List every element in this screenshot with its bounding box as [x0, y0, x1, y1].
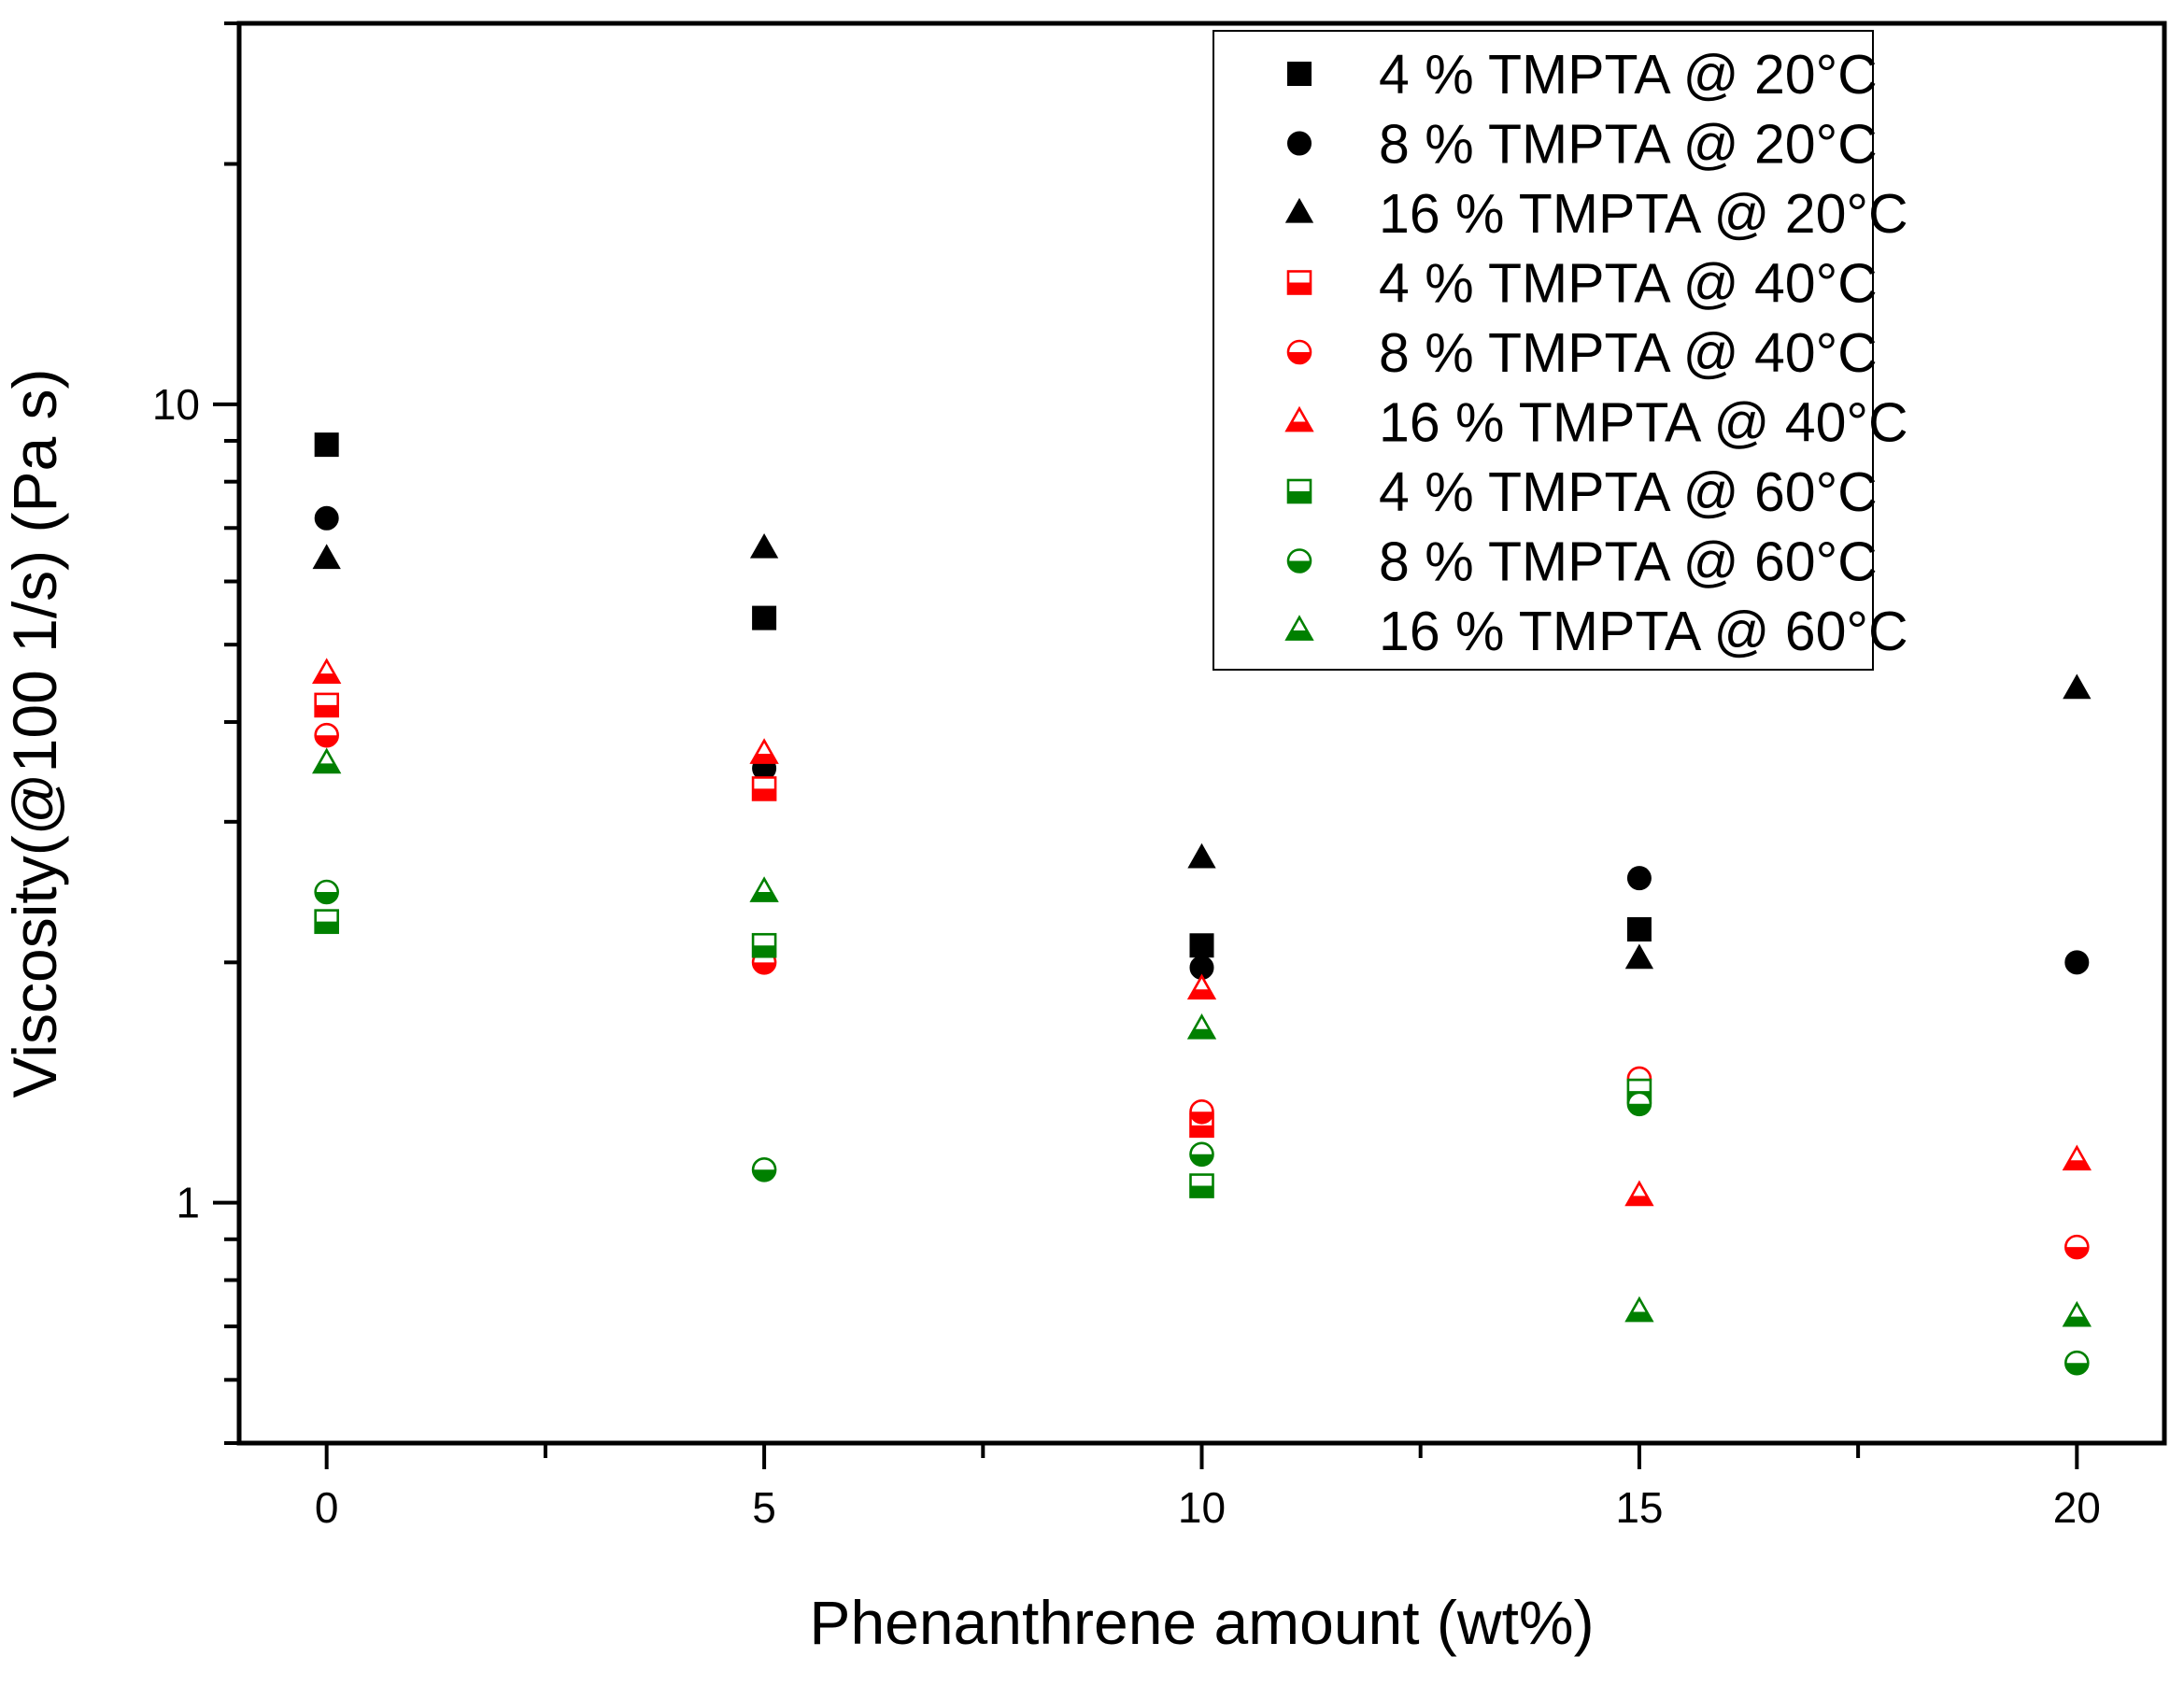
- data-point-series-3: [2063, 673, 2092, 700]
- data-point-series-8: [751, 1156, 777, 1182]
- x-tick-label: 0: [315, 1483, 339, 1532]
- legend-label: 8 % TMPTA @ 20°C: [1379, 114, 1878, 176]
- data-point-series-3: [312, 544, 341, 570]
- legend-label: 16 % TMPTA @ 40°C: [1379, 392, 1908, 454]
- legend-label: 16 % TMPTA @ 60°C: [1379, 601, 1908, 662]
- legend-label: 8 % TMPTA @ 60°C: [1379, 531, 1878, 593]
- x-tick-label: 15: [1615, 1483, 1663, 1532]
- data-point-series-5: [314, 722, 339, 748]
- data-point-series-7: [1189, 1173, 1214, 1198]
- data-point-series-1: [1626, 916, 1652, 942]
- y-axis-title: Viscosity(@100 1/s) (Pa s): [0, 368, 69, 1097]
- data-point-series-8: [1626, 1091, 1652, 1117]
- legend-marker: [1286, 478, 1312, 504]
- data-point-series-6: [2062, 1144, 2092, 1171]
- data-point-series-9: [749, 876, 779, 902]
- data-point-series-1: [752, 605, 777, 630]
- data-point-series-3: [1624, 943, 1654, 970]
- data-point-series-3: [1187, 842, 1216, 869]
- x-axis-title: Phenanthrene amount (wt%): [809, 1588, 1594, 1657]
- data-point-series-8: [1189, 1141, 1214, 1168]
- x-tick-label: 10: [1178, 1483, 1226, 1532]
- data-point-series-7: [751, 932, 777, 958]
- legend-label: 4 % TMPTA @ 60°C: [1379, 461, 1878, 523]
- legend-marker: [1284, 405, 1314, 432]
- legend-box: [1213, 30, 1874, 671]
- data-point-series-4: [751, 776, 777, 801]
- data-point-series-6: [1186, 973, 1217, 1000]
- axis-ticks: [213, 21, 2079, 1469]
- legend-marker: [1284, 197, 1314, 223]
- plot-marks: [312, 432, 2092, 1376]
- data-point-series-4: [314, 692, 339, 718]
- legend: 4 % TMPTA @ 20°C 8 % TMPTA @ 20°C 16 % TMP…: [1213, 30, 1908, 671]
- data-point-series-9: [1624, 1296, 1654, 1323]
- legend-marker: [1287, 131, 1312, 156]
- legend-label: 4 % TMPTA @ 20°C: [1379, 44, 1878, 106]
- y-tick-label: 1: [176, 1179, 200, 1227]
- data-point-series-8: [2064, 1350, 2090, 1376]
- data-point-series-2: [2064, 950, 2090, 975]
- data-point-series-9: [312, 747, 342, 774]
- y-tick-label: 10: [152, 380, 200, 429]
- data-point-series-2: [314, 505, 339, 531]
- data-point-series-3: [749, 532, 779, 559]
- data-point-series-5: [2064, 1234, 2090, 1260]
- legend-marker: [1284, 615, 1314, 641]
- data-point-series-9: [1186, 1012, 1217, 1040]
- legend-marker: [1286, 548, 1312, 573]
- legend-label: 4 % TMPTA @ 40°C: [1379, 253, 1878, 315]
- data-point-series-7: [314, 909, 339, 934]
- data-point-series-8: [314, 879, 339, 905]
- x-tick-label: 5: [752, 1483, 776, 1532]
- data-point-series-1: [314, 432, 339, 458]
- legend-marker: [1286, 339, 1312, 365]
- data-point-series-9: [2062, 1300, 2092, 1327]
- data-point-series-2: [1626, 866, 1652, 891]
- legend-label: 8 % TMPTA @ 40°C: [1379, 322, 1878, 384]
- x-tick-label: 20: [2053, 1483, 2101, 1532]
- data-point-series-6: [312, 658, 342, 685]
- data-point-series-6: [749, 738, 779, 764]
- axis-tick-labels: 0 5 10 15 20 1 10: [152, 380, 2101, 1532]
- legend-marker: [1286, 270, 1312, 295]
- legend-label: 16 % TMPTA @ 20°C: [1379, 183, 1908, 245]
- data-point-series-1: [1189, 933, 1214, 958]
- legend-marker: [1287, 62, 1312, 86]
- data-point-series-6: [1624, 1180, 1654, 1207]
- data-point-series-5: [1189, 1098, 1214, 1125]
